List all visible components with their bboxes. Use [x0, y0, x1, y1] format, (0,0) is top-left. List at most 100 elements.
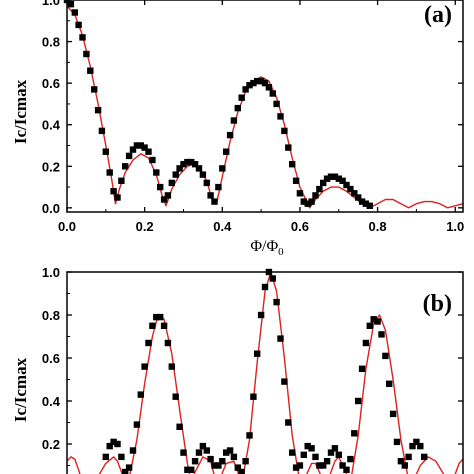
data-point: [141, 363, 148, 370]
data-point: [172, 393, 179, 400]
data-point: [129, 146, 137, 153]
data-point: [153, 313, 160, 321]
chart-panel-b: 0.2 0.4 0.6 0.8 1.0 Ic/Icmax (b): [11, 265, 464, 474]
data-point: [351, 430, 358, 437]
data-point: [327, 173, 335, 180]
markers-b: [102, 268, 428, 474]
y-tick-label: 1.0: [42, 265, 60, 280]
data-point: [312, 453, 319, 461]
data-point: [355, 397, 362, 405]
data-point: [180, 449, 187, 456]
data-point: [246, 432, 253, 439]
data-point: [188, 466, 195, 473]
data-point: [102, 148, 109, 155]
y-tick-label: 0.6: [42, 351, 60, 366]
data-point: [133, 421, 141, 428]
data-point: [378, 331, 385, 338]
x-tick-label: 0.4: [213, 219, 232, 234]
data-point: [125, 152, 133, 160]
data-point: [94, 107, 102, 114]
data-point: [261, 79, 269, 87]
data-point: [199, 171, 207, 178]
data-point: [168, 363, 175, 370]
data-point: [273, 100, 280, 108]
data-point: [207, 192, 214, 199]
data-point: [277, 335, 284, 342]
x-axis-label-a: Φ/Φ0: [250, 238, 284, 258]
curve-b: [66, 271, 464, 474]
data-point: [242, 458, 249, 465]
data-point: [114, 440, 121, 448]
data-point: [106, 169, 113, 176]
x-tick-label: 0.6: [291, 219, 309, 234]
data-point: [300, 451, 307, 458]
data-point: [304, 200, 311, 207]
data-point: [149, 322, 156, 329]
data-point: [246, 82, 253, 89]
data-point: [219, 458, 226, 465]
fit-curve: [66, 5, 464, 209]
data-point: [386, 380, 393, 387]
data-point: [343, 466, 350, 473]
data-point: [230, 117, 238, 124]
data-point: [141, 144, 148, 151]
data-point: [339, 462, 346, 469]
y-axis-label-b: Ic/Icmax: [11, 357, 30, 422]
data-point: [269, 275, 276, 282]
data-point: [370, 316, 377, 323]
data-point: [409, 442, 416, 450]
data-point: [320, 179, 327, 187]
data-point: [234, 464, 241, 471]
data-point: [281, 378, 288, 385]
data-point: [308, 198, 315, 205]
data-point: [199, 442, 207, 450]
data-point: [180, 161, 187, 168]
data-point: [195, 165, 203, 172]
data-point: [98, 127, 106, 135]
data-point: [347, 185, 354, 193]
y-tick-label: 0.4: [42, 394, 61, 409]
data-point: [75, 21, 82, 29]
ticks-a: [66, 0, 463, 212]
data-point: [145, 148, 152, 155]
x-tick-label: 0.0: [58, 219, 76, 234]
data-point: [102, 453, 109, 461]
data-point: [153, 169, 160, 176]
tick-labels-a: 0.0 0.2 0.4 0.6 0.8 1.0 0.0 0.2 0.4 0.6 0.8 1.0: [42, 0, 464, 234]
curve-a: [66, 5, 464, 209]
plot-frame-a: [66, 0, 464, 213]
data-point: [421, 453, 428, 461]
data-point: [335, 175, 342, 182]
data-point: [366, 202, 373, 209]
data-point: [397, 458, 405, 465]
data-point: [358, 365, 366, 372]
data-point: [362, 339, 370, 347]
data-point: [122, 163, 129, 170]
data-point: [172, 171, 179, 178]
data-point: [219, 165, 226, 172]
data-point: [393, 438, 401, 446]
data-point: [110, 438, 117, 446]
data-point: [226, 447, 234, 454]
data-point: [257, 77, 265, 85]
data-point: [164, 192, 172, 199]
data-point: [238, 468, 245, 474]
data-point: [223, 148, 230, 155]
data-point: [79, 34, 86, 41]
data-point: [265, 84, 273, 91]
data-point: [203, 179, 210, 187]
data-point: [160, 196, 168, 203]
data-point: [358, 198, 366, 205]
data-point: [335, 451, 342, 458]
data-point: [304, 442, 311, 450]
data-point: [327, 449, 335, 456]
data-point: [211, 462, 218, 469]
fit-curve: [66, 271, 464, 474]
y-tick-label: 0.6: [42, 76, 60, 91]
data-point: [285, 419, 292, 426]
x-tick-label: 0.8: [369, 219, 387, 234]
data-point: [257, 311, 265, 319]
data-point: [176, 423, 183, 430]
data-point: [250, 393, 257, 400]
data-point: [351, 190, 358, 197]
